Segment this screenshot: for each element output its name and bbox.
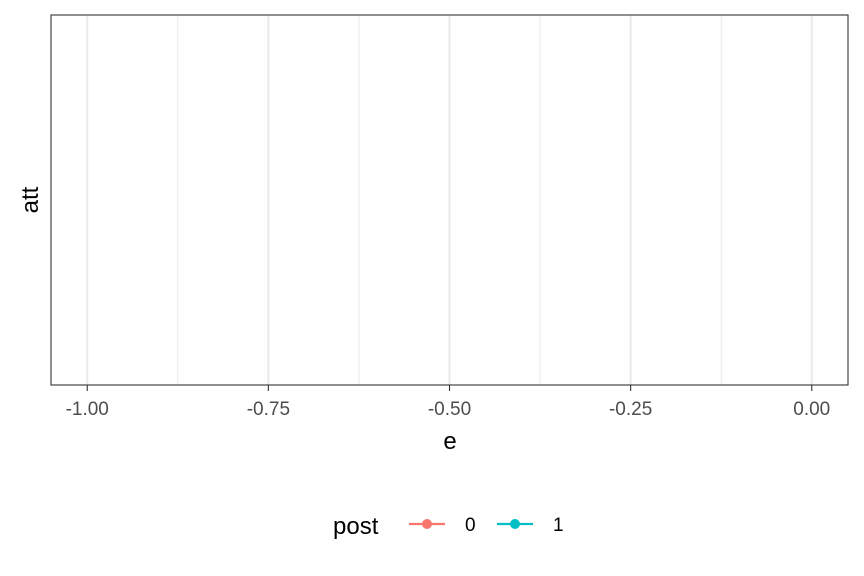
legend: post 0 1 — [333, 513, 564, 540]
x-tick-label-3: -0.25 — [609, 399, 652, 420]
legend-key-point — [422, 519, 432, 529]
x-axis-title: e — [443, 428, 456, 455]
y-axis-title: att — [17, 186, 44, 213]
x-axis-ticks — [86, 385, 813, 391]
x-tick-label-1: -0.75 — [247, 399, 290, 420]
x-tick-label-2: -0.50 — [428, 399, 471, 420]
minor-gridlines — [177, 15, 722, 385]
legend-entry-1: 1 — [497, 515, 564, 536]
legend-label: 0 — [465, 515, 476, 536]
legend-key-point — [510, 519, 520, 529]
legend-entry-0: 0 — [409, 515, 476, 536]
legend-label: 1 — [553, 515, 564, 536]
major-gridlines — [86, 15, 813, 385]
x-axis-tick-labels: -1.00 -0.75 -0.50 -0.25 0.00 — [66, 399, 831, 420]
x-tick-label-0: -1.00 — [66, 399, 109, 420]
legend-title: post — [333, 513, 379, 540]
x-tick-label-4: 0.00 — [793, 399, 830, 420]
